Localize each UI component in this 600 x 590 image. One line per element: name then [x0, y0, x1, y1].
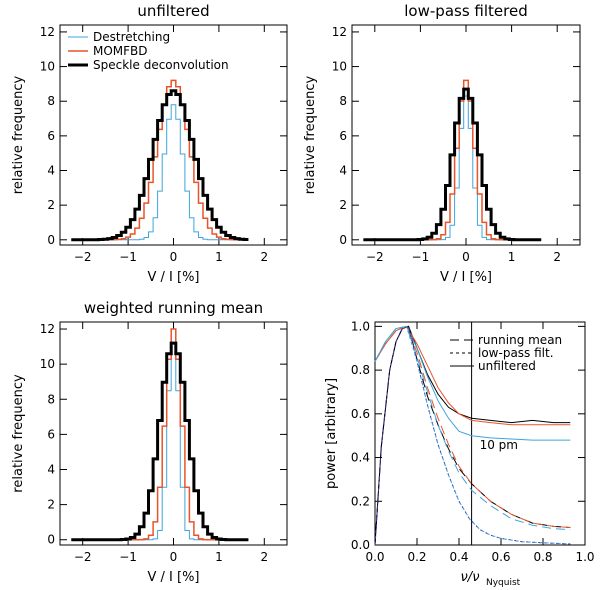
x-tick-label: 0.0 [365, 550, 384, 564]
y-axis-label: power [arbitrary] [324, 378, 339, 489]
y-axis-label: relative frequency [303, 76, 318, 195]
x-tick-label: 0.6 [491, 550, 510, 564]
legend-label: Destretching [93, 30, 170, 44]
x-tick-label: 0.2 [407, 550, 426, 564]
y-tick-label: 10 [40, 60, 55, 74]
y-tick-label: 0.2 [351, 494, 370, 508]
x-tick-label: −1 [119, 250, 137, 264]
series-destretching [363, 95, 542, 241]
x-axis-label: V / I [%] [440, 270, 492, 285]
y-tick-label: 12 [332, 25, 347, 39]
axes-frame [351, 24, 581, 246]
legend-label: Speckle deconvolution [93, 58, 229, 72]
x-tick-label: 1 [215, 550, 223, 564]
y-tick-label: 0.8 [351, 363, 370, 377]
y-tick-label: 2 [339, 198, 347, 212]
series-momfbd [363, 79, 542, 241]
panel-title: low-pass filtered [404, 2, 527, 20]
series-speckle-deconvolution [71, 341, 249, 542]
y-tick-label: 6 [47, 129, 55, 143]
series-speckle-deconvolution [363, 87, 542, 242]
x-tick-label: 1 [215, 250, 223, 264]
x-tick-label: −1 [412, 250, 430, 264]
y-tick-label: 10 [332, 60, 347, 74]
y-tick-label: 0 [339, 233, 347, 247]
series-speckle-deconvolution [71, 89, 249, 242]
y-tick-label: 12 [40, 322, 55, 336]
series-running-mean [374, 325, 571, 528]
x-tick-label: −2 [366, 250, 384, 264]
y-tick-label: 8 [339, 94, 347, 108]
legend-label: low-pass filt. [478, 346, 554, 360]
x-axis-label: V / I [%] [148, 270, 200, 285]
legend-label: unfiltered [478, 359, 536, 373]
y-tick-label: 8 [47, 94, 55, 108]
x-tick-label: −2 [74, 250, 92, 264]
y-tick-label: 4 [47, 164, 55, 178]
x-axis-label: V / I [%] [148, 570, 200, 585]
y-tick-label: 12 [40, 25, 55, 39]
x-tick-label: 1.0 [575, 550, 594, 564]
series-momfbd [71, 79, 249, 241]
y-tick-label: 4 [339, 164, 347, 178]
x-tick-label: −1 [119, 550, 137, 564]
x-tick-label: 0.4 [449, 550, 468, 564]
y-axis-label: relative frequency [11, 76, 26, 195]
x-tick-label: 0.8 [533, 550, 552, 564]
y-axis-label: relative frequency [11, 374, 26, 493]
series-unfiltered [374, 325, 571, 426]
x-tick-label: 1 [508, 250, 516, 264]
series-destretching [71, 104, 249, 241]
series-low-pass-filt [374, 325, 571, 545]
y-tick-label: 10 [40, 357, 55, 371]
y-tick-label: 4 [47, 462, 55, 476]
annotation-10pm: 10 pm [480, 438, 518, 452]
y-tick-label: 0 [47, 533, 55, 547]
axes-frame [59, 321, 288, 546]
panel-4: 0.0 0.2 0.4 0.6 0.8 1.0 0.0 0.2 0.4 0.6 0.8 1.0 powe… [324, 319, 595, 588]
series-running-mean [374, 325, 571, 546]
x-axis-label-sub: Nyquist [486, 578, 521, 588]
panel-title: unfiltered [137, 2, 209, 20]
x-tick-label: 0 [170, 250, 178, 264]
y-tick-label: 2 [47, 498, 55, 512]
y-tick-label: 0.6 [351, 407, 370, 421]
x-tick-label: 0 [170, 550, 178, 564]
y-tick-label: 6 [47, 427, 55, 441]
series-destretching [71, 328, 249, 541]
x-tick-label: 2 [553, 250, 561, 264]
legend-label: running mean [478, 333, 562, 347]
axes-frame [374, 321, 586, 546]
series-momfbd [71, 328, 249, 541]
x-tick-label: 2 [260, 550, 268, 564]
y-tick-label: 0.0 [351, 538, 370, 552]
x-tick-label: 0 [462, 250, 470, 264]
legend-label: MOMFBD [93, 44, 148, 58]
x-tick-label: −2 [74, 550, 92, 564]
y-tick-label: 0 [47, 233, 55, 247]
x-tick-label: 2 [260, 250, 268, 264]
x-axis-label: ν/ν [461, 570, 480, 585]
panel-title: weighted running mean [84, 299, 263, 317]
y-tick-label: 0.4 [351, 451, 370, 465]
y-tick-label: 2 [47, 198, 55, 212]
y-tick-label: 8 [47, 392, 55, 406]
y-tick-label: 6 [339, 129, 347, 143]
y-tick-label: 1.0 [351, 319, 370, 333]
